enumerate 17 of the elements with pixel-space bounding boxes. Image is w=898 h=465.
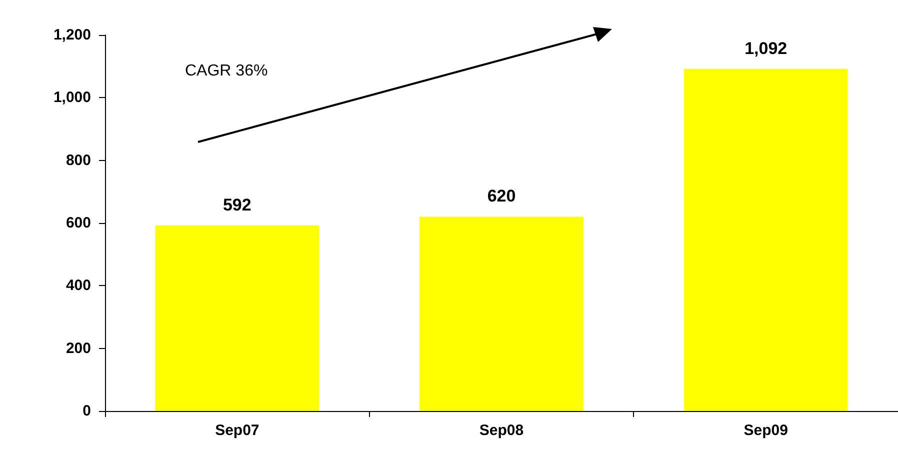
y-tick-label: 1,200 <box>53 26 91 44</box>
bar <box>420 216 584 411</box>
annotation: CAGR 36% <box>185 62 268 80</box>
y-tick-label: 400 <box>66 277 91 294</box>
y-tick-label: 800 <box>66 152 91 169</box>
data-label: 592 <box>222 196 252 215</box>
x-tick-label: Sep07 <box>215 422 260 439</box>
data-label: 1,092 <box>744 38 788 58</box>
y-tick-label: 0 <box>82 402 91 420</box>
bar <box>155 226 320 411</box>
bar <box>684 68 848 411</box>
y-tick-label: 1,000 <box>53 89 91 106</box>
y-tick-label: 200 <box>66 340 91 357</box>
data-label: 620 <box>487 186 516 206</box>
x-tick-label: Sep08 <box>479 422 524 439</box>
y-tick-label: 600 <box>66 214 91 232</box>
x-tick-label: Sep09 <box>744 422 788 439</box>
